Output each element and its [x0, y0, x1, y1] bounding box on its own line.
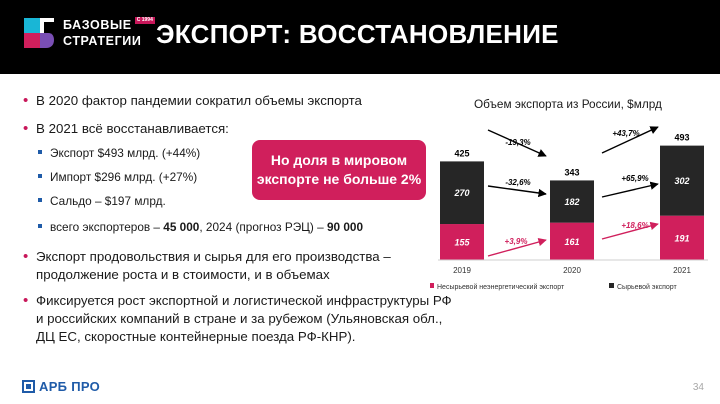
arrow-raw-2019-2020-label: -32,6% [505, 178, 530, 187]
sub-bullet-item: Сальдо – $197 млрд. [36, 192, 166, 210]
legend-swatch-raw [609, 283, 614, 288]
arrow-total-2019-2020 [487, 129, 547, 157]
company-logo-text: БАЗОВЫЕ С 1994 СТРАТЕГИИ [63, 17, 155, 48]
arrow-total-2020-2021-label: +43,7% [612, 129, 639, 138]
arrow-raw-2020-2021 [601, 181, 659, 198]
bar-nonraw-2020 [550, 222, 594, 260]
x-tick-label: 2021 [673, 266, 691, 275]
bullet-item: В 2020 фактор пандемии сократил объемы э… [22, 92, 362, 110]
callout-box: Но доля в мировом экспорте не больше 2% [252, 140, 426, 200]
page-number: 34 [692, 382, 704, 393]
page-title: ЭКСПОРТ: ВОССТАНОВЛЕНИЕ [156, 19, 559, 49]
x-tick-label: 2019 [453, 266, 471, 275]
sub-bullet-item: Экспорт $493 млрд. (+44%) [36, 144, 200, 162]
arrow-total-2019-2020-label: -19,3% [505, 138, 530, 147]
arrow-nonraw-2020-2021 [601, 221, 659, 240]
bar-nonraw-2021 [660, 215, 704, 260]
bullet-item: В 2021 всё восстанавливается: [22, 120, 229, 138]
bar-total-label: 425 [454, 148, 469, 158]
arrow-nonraw-2019-2020 [487, 237, 547, 257]
bar-value-label: 155 [454, 238, 470, 248]
arrow-total-2020-2021 [601, 126, 659, 154]
arb-logo-icon [22, 379, 35, 393]
bar-raw-2021 [660, 145, 704, 216]
bar-raw-2019 [440, 161, 484, 225]
arrow-nonraw-2019-2020-label: +3,9% [505, 237, 528, 246]
bar-value-label: 191 [674, 233, 689, 243]
bar-total-label: 493 [674, 133, 689, 143]
chart-title: Объем экспорта из России, $млрд [474, 97, 662, 111]
bar-nonraw-2019 [440, 224, 484, 260]
company-logo-icon [24, 18, 54, 48]
x-tick-label: 2020 [563, 266, 581, 275]
bar-value-label: 182 [564, 197, 579, 207]
export-chart: 155 270 425 2019 161 182 343 2020 191 302 493 2021 -… [430, 126, 708, 291]
sub-bullet-item: всего экспортеров – 45 000, 2024 (прогно… [36, 218, 363, 236]
bullet-item: Экспорт продовольствия и сырья для его п… [22, 248, 391, 284]
legend-label-nonraw: Несырьевой неэнергетический экспорт [437, 283, 565, 291]
bullet-item: Фиксируется рост экспортной и логистичес… [22, 292, 452, 346]
bar-value-label: 161 [564, 237, 579, 247]
arrow-raw-2019-2020 [487, 185, 547, 198]
arrow-nonraw-2020-2021-label: +18,6% [621, 221, 648, 230]
legend-swatch-nonraw [430, 283, 434, 288]
bar-total-label: 343 [564, 167, 579, 177]
sub-bullet-item: Импорт $296 млрд. (+27%) [36, 168, 197, 186]
bar-value-label: 302 [674, 176, 689, 186]
header-bar: БАЗОВЫЕ С 1994 СТРАТЕГИИ ЭКСПОРТ: ВОССТАН… [0, 0, 720, 74]
logo-badge: С 1994 [134, 17, 155, 24]
footer-logo: АРБ ПРО [22, 377, 100, 395]
legend-label-raw: Сырьевой экспорт [617, 283, 678, 291]
bar-raw-2020 [550, 180, 594, 223]
bar-value-label: 270 [453, 188, 469, 198]
arrow-raw-2020-2021-label: +65,9% [621, 174, 648, 183]
